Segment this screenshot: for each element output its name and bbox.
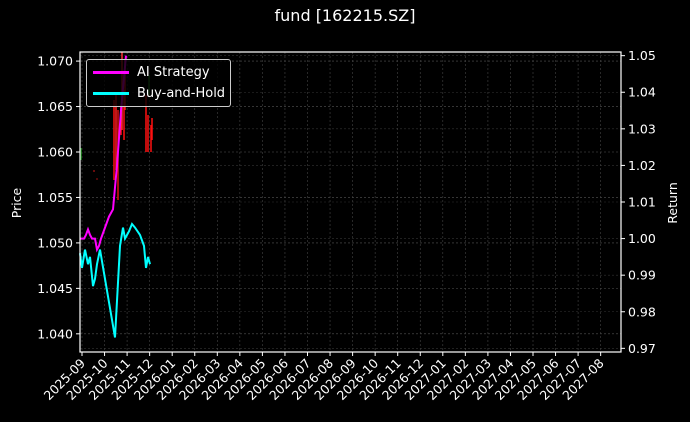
y-axis-right-label: Return — [665, 182, 680, 223]
y-tick-right: 1.04 — [628, 85, 656, 100]
y-tick-left: 1.045 — [37, 281, 73, 296]
y-tick-left: 1.070 — [37, 54, 73, 69]
y-tick-right: 1.03 — [628, 121, 656, 136]
y-axis-right: 0.97 0.98 0.99 1.00 1.01 1.02 1.03 1.04 1.05 — [621, 48, 656, 356]
y-tick-right: 0.98 — [628, 304, 656, 319]
y-tick-right: 0.99 — [628, 268, 656, 283]
y-tick-left: 1.065 — [37, 99, 73, 114]
y-tick-left: 1.055 — [37, 190, 73, 205]
y-tick-left: 1.040 — [37, 326, 73, 341]
ai-strategy-line — [80, 55, 127, 253]
y-axis-left-label: Price — [9, 187, 24, 218]
legend-item-ai-strategy: AI Strategy — [93, 63, 210, 81]
y-tick-left: 1.060 — [37, 145, 73, 160]
y-tick-right: 0.97 — [628, 341, 656, 356]
y-tick-right: 1.02 — [628, 158, 656, 173]
legend-label: Buy-and-Hold — [137, 85, 226, 101]
legend: AI Strategy Buy-and-Hold — [86, 59, 231, 107]
chart-title: fund [162215.SZ] — [274, 6, 416, 25]
y-tick-right: 1.01 — [628, 195, 656, 210]
grid-lines — [80, 52, 621, 352]
x-axis: 2025-092025-102025-112025-122026-012026-… — [41, 352, 607, 403]
legend-item-buy-and-hold: Buy-and-Hold — [93, 84, 225, 102]
y-tick-left: 1.050 — [37, 235, 73, 250]
buy-and-hold-line — [79, 222, 151, 338]
y-tick-right: 1.05 — [628, 48, 656, 63]
legend-label: AI Strategy — [137, 64, 210, 80]
legend-swatch-icon — [93, 91, 129, 95]
legend-swatch-icon — [93, 70, 129, 74]
y-axis-left: 1.040 1.045 1.050 1.055 1.060 1.065 1.070 — [37, 54, 80, 341]
y-tick-right: 1.00 — [628, 231, 656, 246]
